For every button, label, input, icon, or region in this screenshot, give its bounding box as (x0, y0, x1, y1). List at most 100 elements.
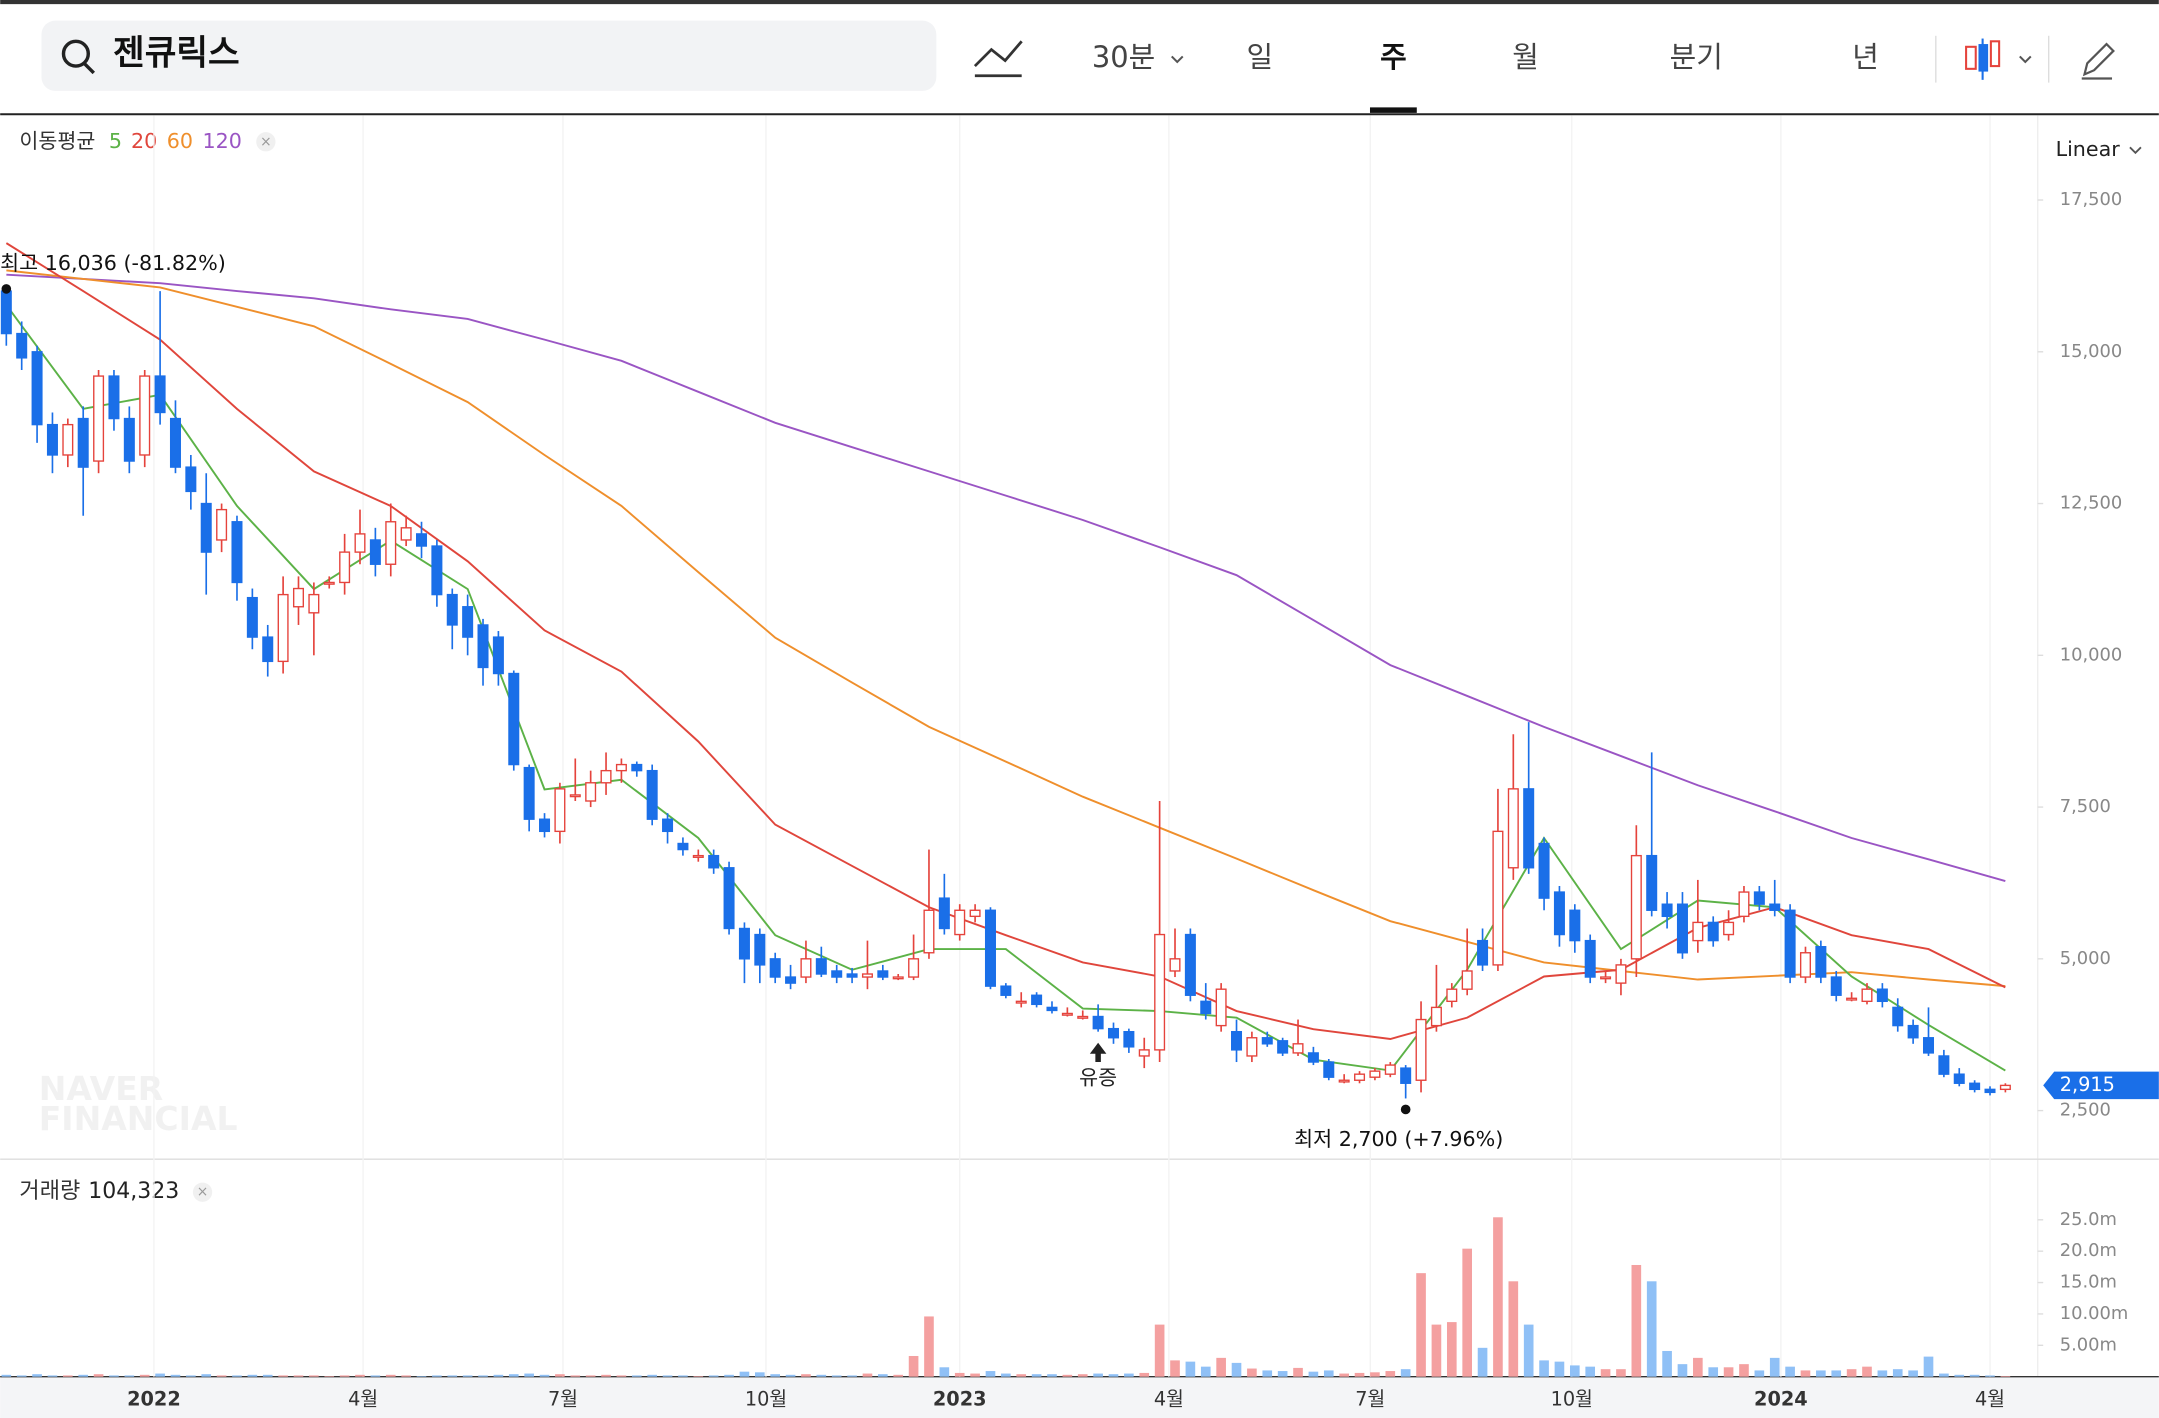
volume-bar (1462, 1248, 1472, 1377)
period-tab[interactable]: 년 (1852, 40, 1879, 74)
volume-bar (1400, 1369, 1411, 1377)
candle-body (1000, 985, 1012, 996)
period-tab[interactable]: 일 (1247, 40, 1274, 74)
candle-body (662, 818, 674, 833)
volume-bar (1969, 1374, 1980, 1377)
volume-bar (1308, 1371, 1319, 1377)
candle-body (800, 958, 812, 978)
candle-icon (1989, 40, 2001, 68)
volume-bar (1047, 1374, 1057, 1377)
period-tab[interactable]: 월 (1512, 40, 1539, 74)
search-box[interactable] (41, 20, 937, 91)
candle-body (1200, 1000, 1212, 1015)
close-button[interactable] (192, 1182, 213, 1202)
ma-legend: 5 20 60 120 (109, 129, 242, 153)
volume-bar (247, 1374, 258, 1377)
candle-body (1430, 1006, 1442, 1027)
candle-body (539, 818, 551, 833)
candle-body (1123, 1030, 1135, 1048)
candle-body (1138, 1049, 1150, 1057)
volume-bar (739, 1371, 750, 1377)
candle-body (1261, 1037, 1273, 1045)
volume-bar (1370, 1372, 1380, 1377)
candle-body (1231, 1030, 1243, 1051)
pencil-icon[interactable] (2081, 42, 2115, 80)
volume-bar (1354, 1372, 1365, 1377)
candle-body (908, 958, 920, 978)
volume-bar (170, 1374, 181, 1377)
volume-title: 거래량 (19, 1179, 80, 1204)
candle-body (1369, 1070, 1381, 1078)
volume-bar (555, 1374, 565, 1377)
candle-body (1907, 1024, 1919, 1039)
volume-bar (324, 1376, 335, 1377)
search-icon (61, 39, 90, 68)
candle-body (1584, 939, 1596, 978)
candle-body (416, 533, 428, 547)
candle-body (1799, 952, 1811, 978)
ma-legend-item: 20 (131, 129, 157, 153)
volume-bar (93, 1374, 104, 1377)
candle-body (385, 521, 397, 565)
volume-bar (416, 1376, 427, 1377)
interval[interactable]: 30분 (1092, 40, 1155, 74)
candle-body (1692, 921, 1704, 942)
x-tick-label: 2022 (127, 1388, 181, 1411)
volume-bar (1554, 1361, 1565, 1377)
candle-body (523, 766, 535, 820)
volume-bar (339, 1375, 350, 1377)
y-tick-label: 12,500 (2060, 493, 2123, 514)
candle-body (400, 527, 412, 541)
x-tick-label: 10월 (745, 1388, 787, 1411)
volume-bar (1662, 1350, 1672, 1377)
volume-bar (216, 1375, 227, 1377)
period-tab[interactable]: 주 (1380, 40, 1407, 74)
candle-body (1077, 1015, 1089, 1019)
watermark: NAVER (39, 1069, 164, 1108)
volume-bar (816, 1374, 827, 1377)
volume-bar (78, 1374, 89, 1377)
volume-bar (893, 1374, 904, 1377)
volume-bar (724, 1374, 734, 1377)
volume-bar (293, 1375, 304, 1377)
period-tab[interactable]: 분기 (1670, 40, 1723, 74)
candle-body (1861, 988, 1873, 1003)
indicator-icon[interactable] (973, 40, 1023, 68)
candle-body (831, 970, 843, 978)
candle-body (139, 375, 151, 456)
candle-body (1477, 939, 1489, 966)
candle-body (1184, 933, 1196, 996)
volume-bar (1247, 1368, 1257, 1377)
close-button[interactable] (256, 132, 276, 152)
candle-body (277, 593, 289, 663)
price-tag (2043, 1071, 2159, 1100)
volume-bar (1093, 1373, 1103, 1377)
volume-bar (1523, 1324, 1534, 1377)
volume-bar (1477, 1347, 1488, 1377)
volume-tick-label: 25.0m (2060, 1209, 2117, 1230)
scale-select[interactable]: Linear (2056, 137, 2121, 161)
volume-bar (1677, 1364, 1688, 1377)
chevron (2129, 146, 2142, 155)
volume-bar (1124, 1373, 1134, 1377)
candle-body (1354, 1073, 1366, 1081)
volume-bar (1231, 1362, 1242, 1377)
volume-bar (570, 1375, 581, 1377)
candle-body (216, 508, 228, 541)
volume-bar (462, 1375, 473, 1377)
x-axis-band (0, 1376, 2159, 1418)
candle-body (308, 593, 320, 614)
candle-body (1738, 891, 1750, 918)
volume-tick-label: 15.0m (2060, 1272, 2117, 1293)
candle-body (185, 466, 197, 493)
x-tick-label: 10월 (1551, 1388, 1593, 1411)
ma-legend-item: 120 (203, 129, 242, 153)
search-text[interactable]: 젠큐릭스 (113, 34, 240, 74)
volume-bar (432, 1375, 442, 1377)
candle-body (1338, 1079, 1350, 1083)
candle-body (554, 788, 566, 833)
candle-body (492, 636, 504, 675)
volume-bar (1077, 1374, 1088, 1377)
